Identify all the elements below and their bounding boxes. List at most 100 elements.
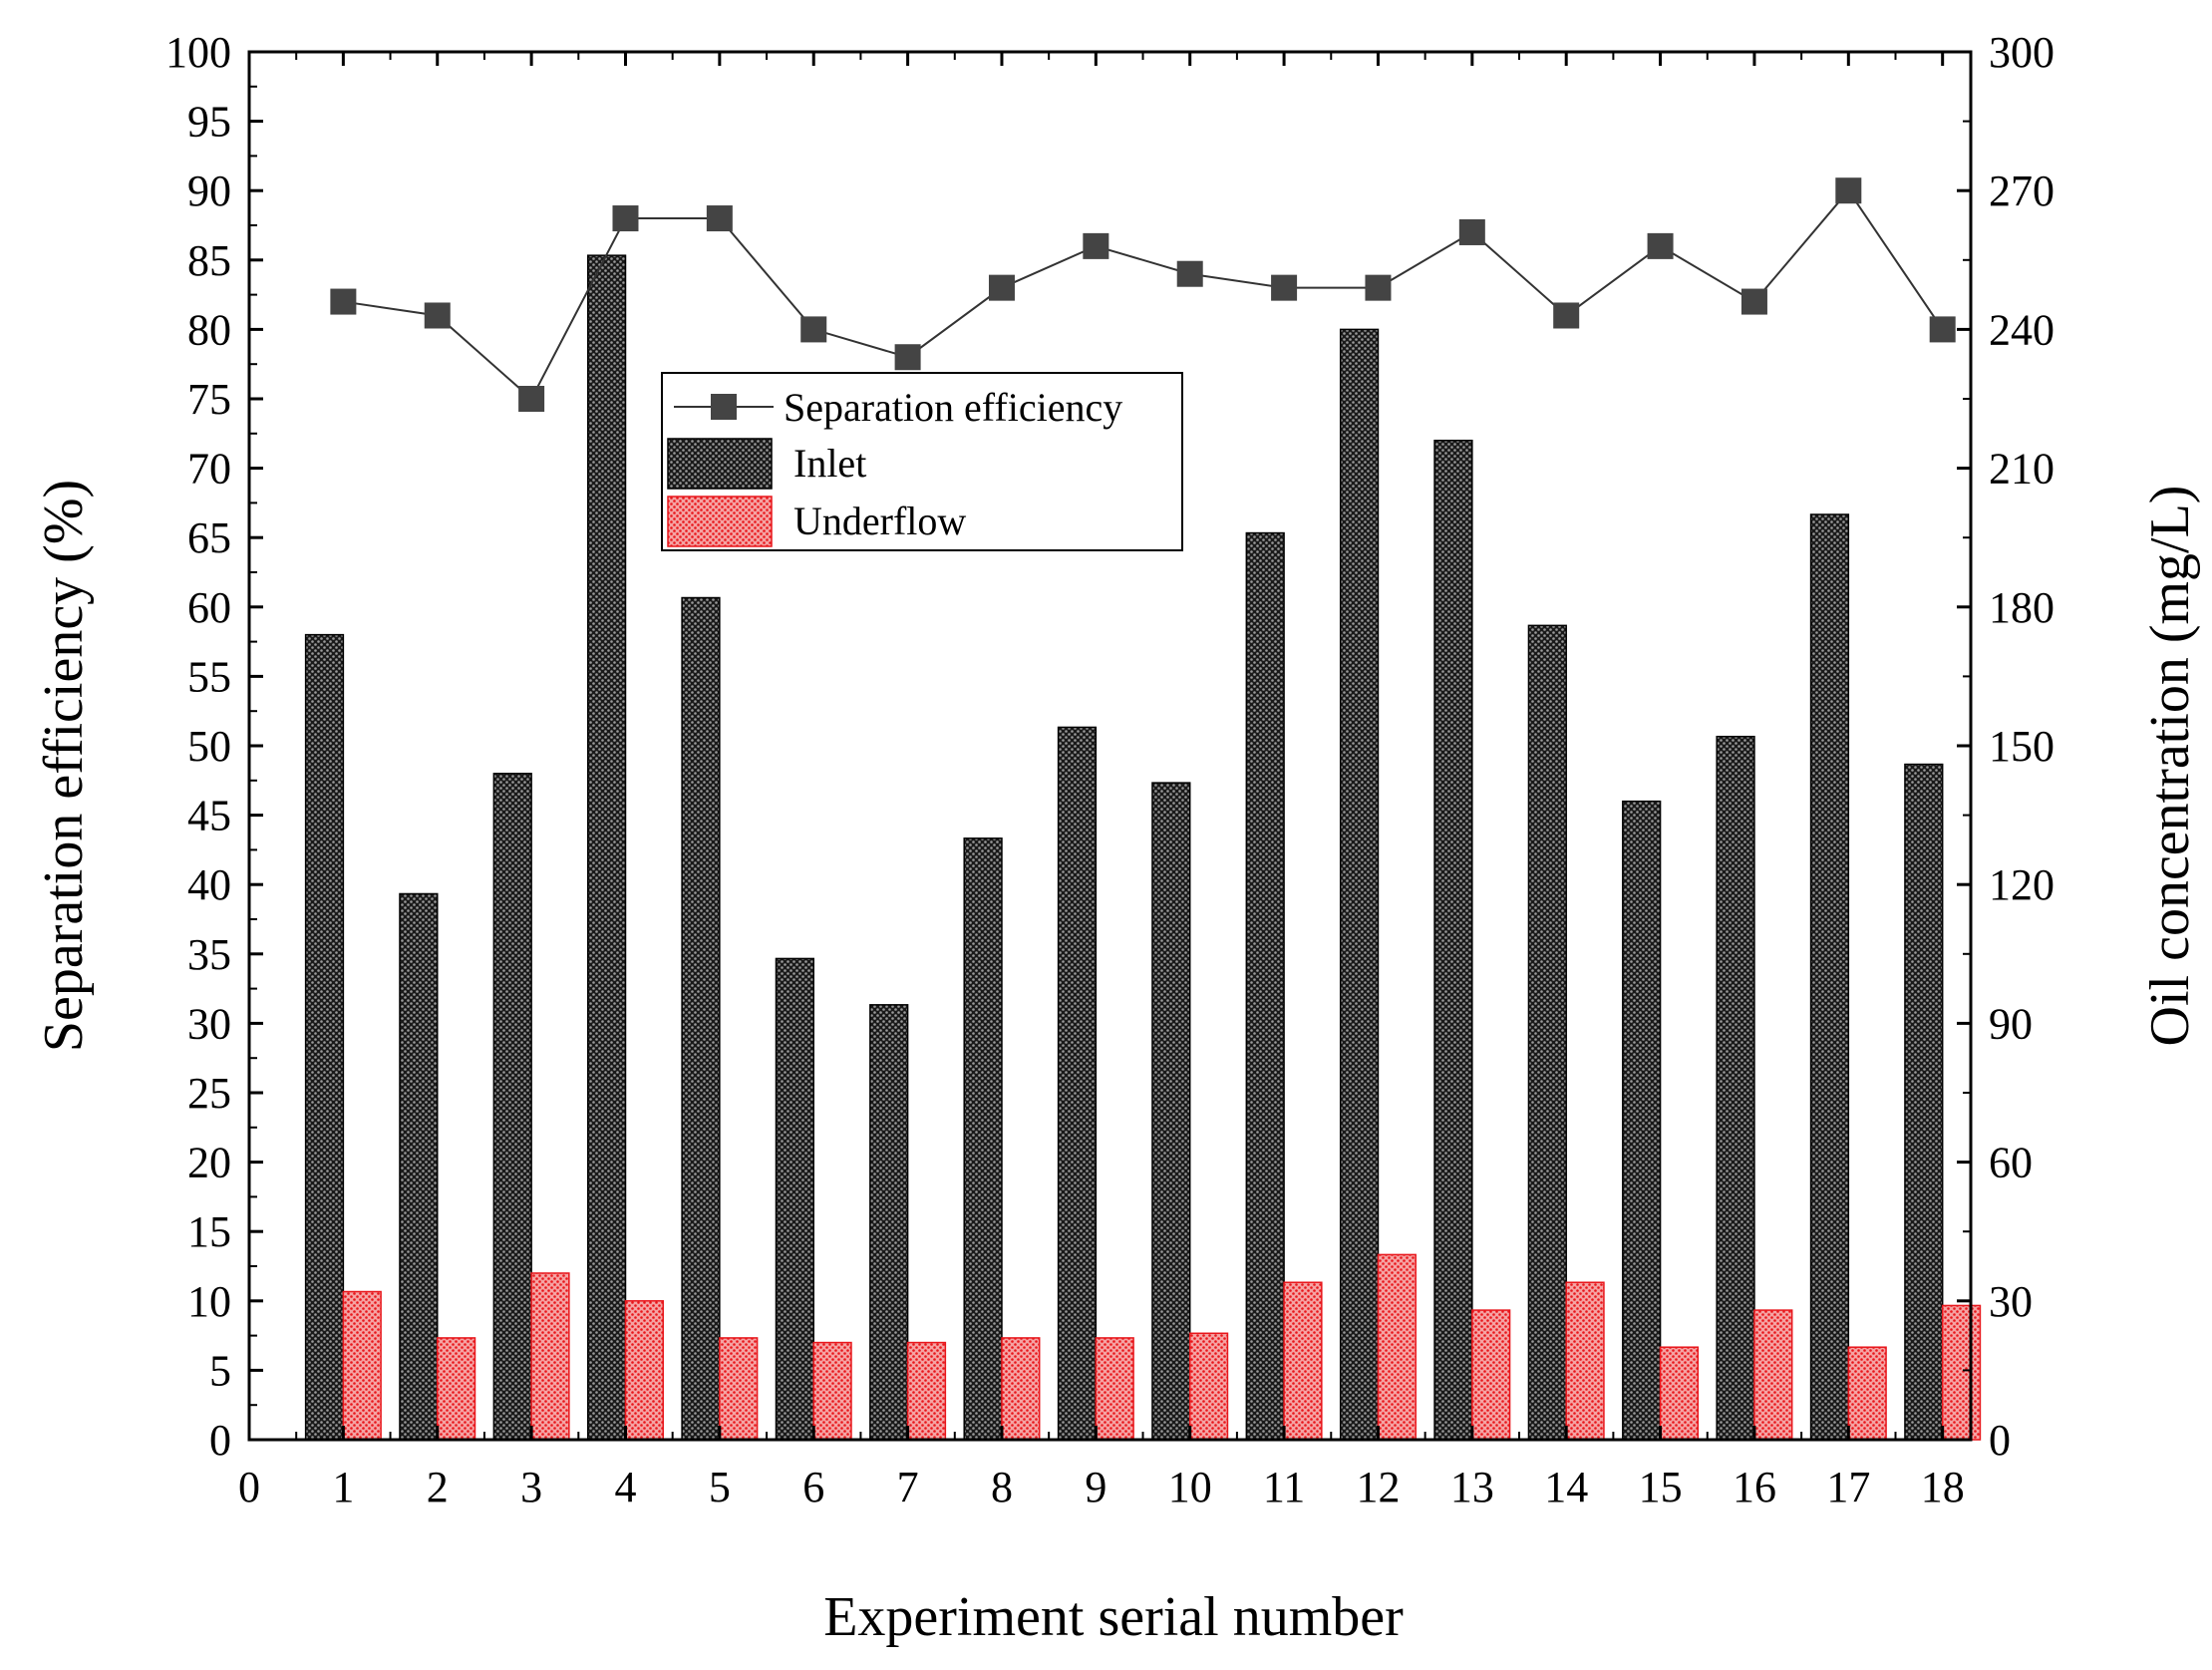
efficiency-point-13 — [1458, 218, 1485, 245]
y-tick-label-15: 15 — [187, 1207, 231, 1256]
y-tick-label-95: 95 — [187, 98, 231, 147]
legend: Separation efficiency Inlet Underflow — [661, 372, 1183, 551]
y-tick-label-25: 25 — [187, 1069, 231, 1118]
legend-label-separation-efficiency: Separation efficiency — [784, 385, 1122, 430]
y2-tick-label-300: 300 — [1989, 28, 2054, 77]
y2-tick-label-120: 120 — [1989, 860, 2054, 909]
bar-underflow-5 — [719, 1337, 759, 1441]
y-tick-label-5: 5 — [209, 1346, 231, 1395]
bar-inlet-8 — [963, 837, 1003, 1441]
bar-underflow-13 — [1471, 1309, 1511, 1441]
y2-tick-label-210: 210 — [1989, 445, 2054, 494]
y-tick-label-45: 45 — [187, 792, 231, 840]
efficiency-point-3 — [518, 386, 545, 412]
y-tick-label-65: 65 — [187, 513, 231, 562]
bar-underflow-6 — [812, 1341, 852, 1441]
bar-inlet-3 — [492, 773, 532, 1441]
x-tick-label-17: 17 — [1826, 1463, 1870, 1511]
bar-inlet-2 — [399, 892, 439, 1441]
bar-inlet-18 — [1904, 763, 1944, 1441]
x-tick-label-18: 18 — [1921, 1463, 1965, 1511]
bar-inlet-7 — [869, 1004, 909, 1441]
y2-tick-label-90: 90 — [1989, 999, 2033, 1048]
y2-tick-label-60: 60 — [1989, 1139, 2033, 1187]
efficiency-line — [343, 188, 1944, 401]
efficiency-point-4 — [612, 205, 639, 232]
y-tick-label-10: 10 — [187, 1277, 231, 1326]
bar-underflow-10 — [1188, 1332, 1229, 1441]
bar-inlet-17 — [1809, 513, 1850, 1441]
efficiency-point-9 — [1083, 232, 1109, 259]
y-tick-label-0: 0 — [209, 1416, 231, 1465]
bar-inlet-11 — [1245, 531, 1285, 1441]
x-tick-label-16: 16 — [1733, 1463, 1776, 1511]
bar-underflow-9 — [1095, 1337, 1134, 1441]
y-tick-label-55: 55 — [187, 652, 231, 701]
efficiency-point-16 — [1740, 288, 1767, 315]
x-tick-label-2: 2 — [427, 1463, 449, 1511]
x-tick-label-12: 12 — [1356, 1463, 1400, 1511]
efficiency-point-7 — [894, 344, 921, 371]
y-tick-label-85: 85 — [187, 236, 231, 285]
bar-inlet-13 — [1433, 440, 1473, 1441]
x-tick-label-7: 7 — [897, 1463, 919, 1511]
y2-tick-label-180: 180 — [1989, 583, 2054, 632]
bar-inlet-4 — [586, 254, 627, 1441]
y-tick-label-75: 75 — [187, 375, 231, 424]
y2-tick-label-240: 240 — [1989, 305, 2054, 354]
bar-inlet-9 — [1057, 726, 1098, 1441]
bar-underflow-2 — [436, 1337, 476, 1441]
bar-underflow-4 — [624, 1300, 664, 1441]
bar-inlet-15 — [1622, 800, 1662, 1441]
x-tick-label-14: 14 — [1544, 1463, 1588, 1511]
bar-inlet-16 — [1716, 735, 1755, 1441]
efficiency-point-15 — [1647, 232, 1674, 259]
x-tick-label-3: 3 — [520, 1463, 542, 1511]
bar-inlet-10 — [1151, 782, 1191, 1441]
efficiency-point-18 — [1929, 316, 1956, 343]
y2-tick-label-30: 30 — [1989, 1277, 2033, 1326]
bar-inlet-1 — [304, 633, 345, 1441]
bar-underflow-8 — [1001, 1337, 1041, 1441]
efficiency-point-17 — [1835, 177, 1862, 204]
x-axis-title: Experiment serial number — [823, 1586, 1404, 1648]
y-tick-label-20: 20 — [187, 1139, 231, 1187]
y2-tick-label-150: 150 — [1989, 722, 2054, 771]
x-tick-label-9: 9 — [1085, 1463, 1106, 1511]
legend-inlet-swatch — [667, 438, 773, 490]
y2-axis-title: Oil concentration (mg/L) — [2139, 486, 2201, 1047]
legend-underflow-swatch — [667, 496, 773, 547]
y-tick-label-90: 90 — [187, 167, 231, 215]
efficiency-point-12 — [1365, 274, 1392, 301]
y-tick-label-35: 35 — [187, 930, 231, 979]
legend-marker-sample — [711, 394, 737, 420]
y-tick-label-30: 30 — [187, 999, 231, 1048]
bar-underflow-1 — [342, 1290, 382, 1441]
line-layer — [330, 177, 1956, 412]
y-tick-label-70: 70 — [187, 445, 231, 494]
legend-label-inlet: Inlet — [793, 441, 866, 486]
legend-label-underflow: Underflow — [793, 499, 966, 543]
y2-tick-label-0: 0 — [1989, 1416, 2011, 1465]
y-tick-label-80: 80 — [187, 305, 231, 354]
bar-inlet-12 — [1339, 328, 1380, 1441]
x-tick-label-15: 15 — [1639, 1463, 1683, 1511]
ticks-layer: 0510152025303540455055606570758085909510… — [165, 28, 2054, 1511]
x-tick-label-4: 4 — [614, 1463, 636, 1511]
efficiency-point-11 — [1271, 274, 1298, 301]
x-tick-label-11: 11 — [1263, 1463, 1305, 1511]
bar-inlet-6 — [775, 957, 814, 1441]
x-tick-label-10: 10 — [1168, 1463, 1212, 1511]
bars-layer — [304, 254, 1982, 1441]
bar-inlet-14 — [1527, 624, 1567, 1441]
bar-underflow-7 — [906, 1341, 947, 1441]
y-tick-label-60: 60 — [187, 583, 231, 632]
efficiency-point-14 — [1553, 302, 1580, 329]
bar-inlet-5 — [681, 596, 721, 1441]
x-tick-label-0: 0 — [238, 1463, 260, 1511]
bar-underflow-18 — [1941, 1304, 1982, 1441]
y-tick-label-50: 50 — [187, 722, 231, 771]
bar-underflow-16 — [1753, 1309, 1793, 1441]
